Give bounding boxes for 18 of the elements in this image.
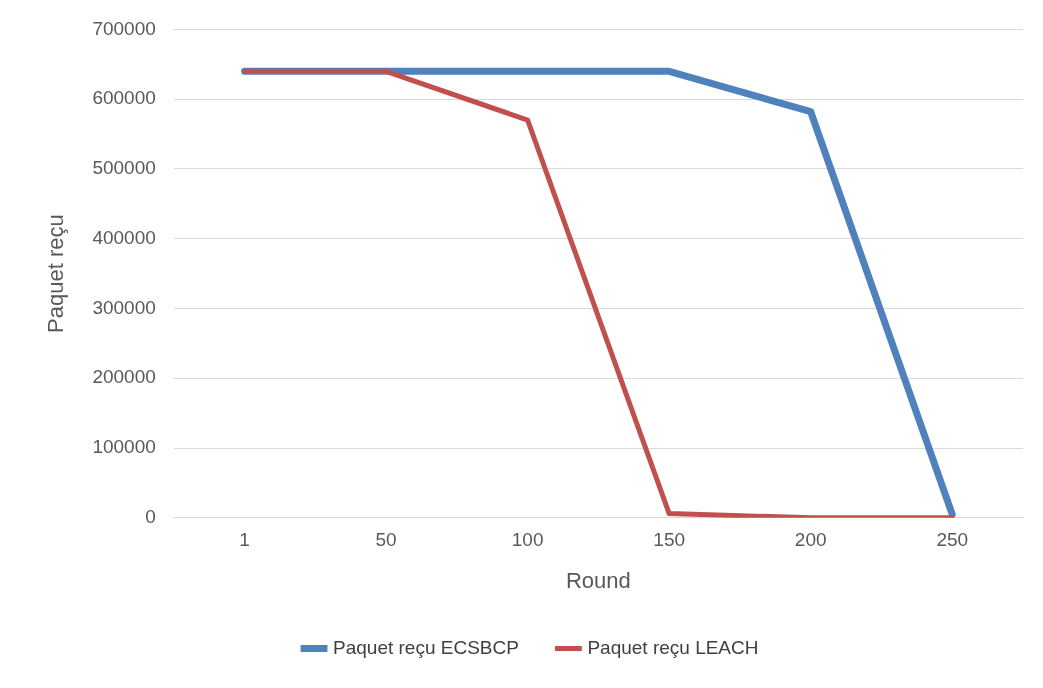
legend-label: Paquet reçu LEACH <box>587 636 759 658</box>
y-tick-label: 400000 <box>92 226 156 248</box>
x-tick-label: 150 <box>653 529 686 551</box>
legend-label: Paquet reçu ECSBCP <box>333 636 519 658</box>
x-tick-label: 250 <box>936 529 969 551</box>
y-tick-label: 700000 <box>92 17 156 39</box>
y-axis-title: Paquet reçu <box>43 214 69 333</box>
y-tick-label: 0 <box>145 506 156 528</box>
y-tick-label: 300000 <box>92 296 156 318</box>
y-tick-label: 600000 <box>92 87 156 109</box>
y-tick-label: 100000 <box>92 436 156 458</box>
x-tick-label: 200 <box>794 529 827 551</box>
x-tick-label: 50 <box>375 529 397 551</box>
x-axis-title: Round <box>565 567 631 593</box>
y-tick-label: 200000 <box>92 366 156 388</box>
y-tick-label: 500000 <box>92 157 156 179</box>
x-tick-label: 100 <box>511 529 544 551</box>
x-tick-label: 1 <box>239 529 250 551</box>
